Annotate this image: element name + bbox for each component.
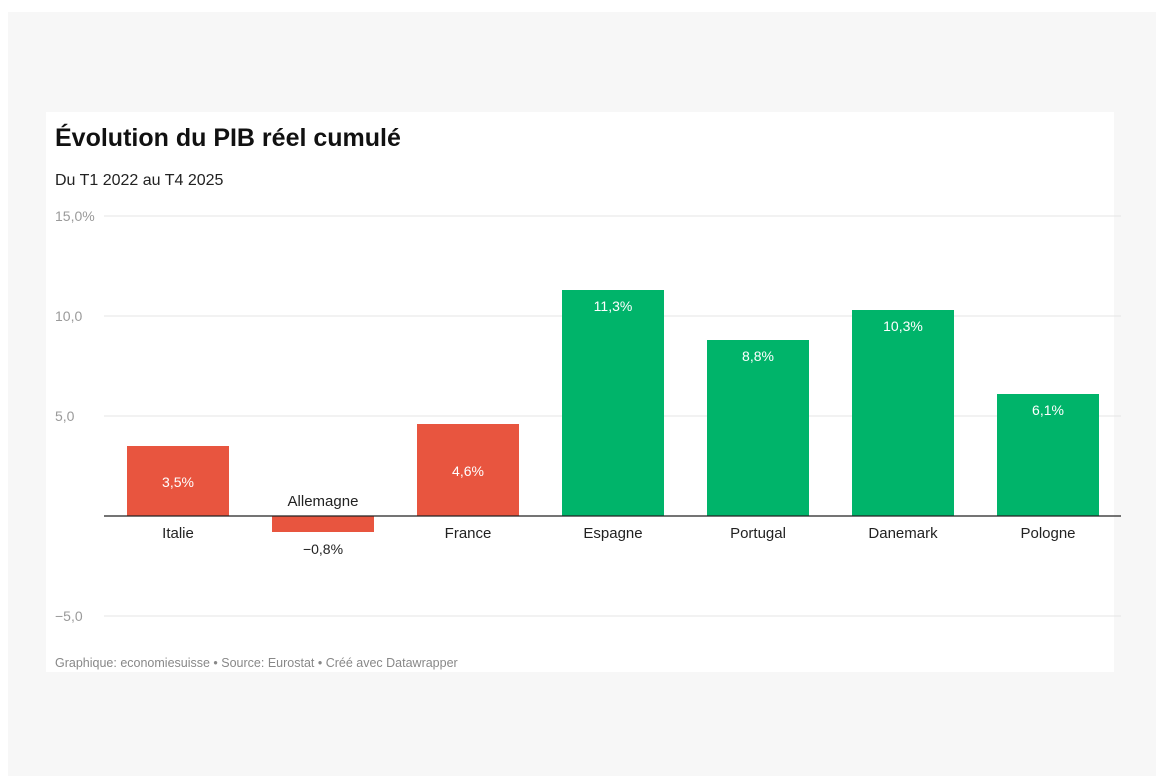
- chart-title: Évolution du PIB réel cumulé: [55, 124, 401, 152]
- y-tick-label: 10,0: [55, 308, 82, 324]
- bars: [127, 290, 1099, 532]
- chart-subtitle: Du T1 2022 au T4 2025: [55, 172, 224, 189]
- category-label: France: [445, 525, 492, 542]
- category-label: Espagne: [583, 525, 642, 542]
- category-label: Danemark: [868, 525, 938, 542]
- category-label: Allemagne: [288, 493, 359, 510]
- bar: [127, 446, 229, 516]
- data-label: 11,3%: [594, 298, 633, 314]
- category-label: Portugal: [730, 525, 786, 542]
- data-label: 10,3%: [883, 318, 923, 334]
- data-label: 4,6%: [452, 463, 484, 479]
- y-tick-label: 15,0%: [55, 208, 95, 224]
- data-label: 8,8%: [742, 348, 774, 364]
- bar: [707, 340, 809, 516]
- bar: [852, 310, 954, 516]
- data-label: 3,5%: [162, 474, 194, 490]
- chart-source-footer: Graphique: economiesuisse • Source: Euro…: [55, 656, 458, 670]
- bar-labels: Italie 3,5% Allemagne −0,8% France 4,6% Espagn…: [162, 298, 1075, 557]
- category-label: Italie: [162, 525, 194, 542]
- data-label: −0,8%: [303, 541, 343, 557]
- y-axis-tick-labels: −5,0 5,0 10,0 15,0%: [55, 208, 95, 624]
- bar: [997, 394, 1099, 516]
- category-label: Pologne: [1020, 525, 1075, 542]
- bar: [562, 290, 664, 516]
- data-label: 6,1%: [1032, 402, 1064, 418]
- bar: [417, 424, 519, 516]
- y-tick-label: −5,0: [55, 608, 83, 624]
- bar: [272, 516, 374, 532]
- y-tick-label: 5,0: [55, 408, 75, 424]
